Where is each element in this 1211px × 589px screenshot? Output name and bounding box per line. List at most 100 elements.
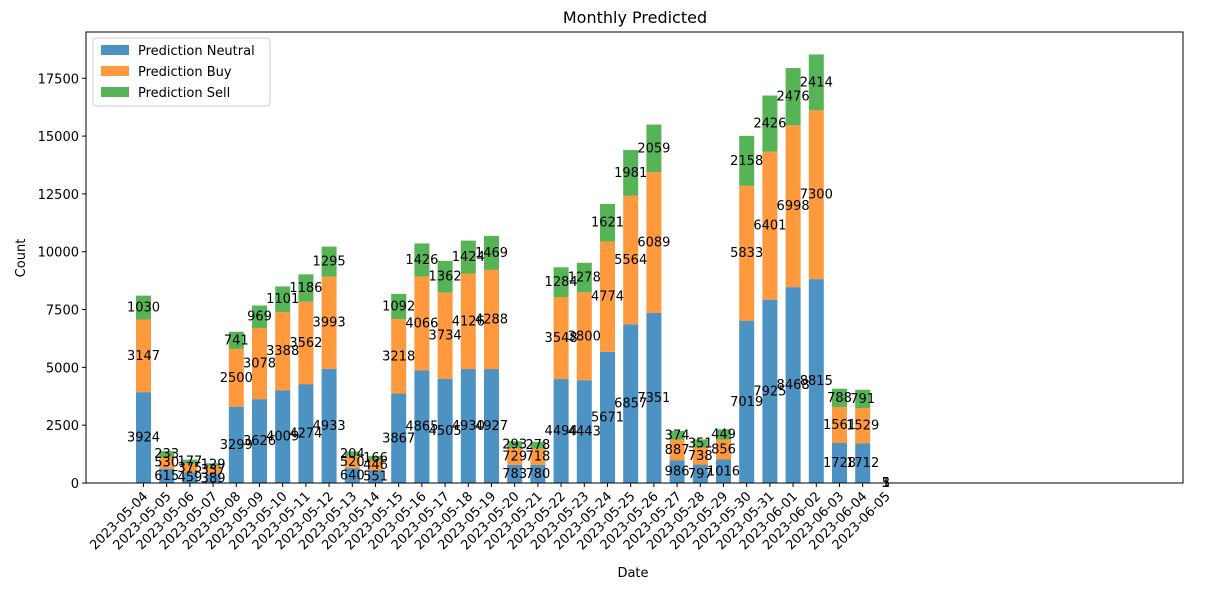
- data-label: 7925: [753, 384, 786, 399]
- data-label: 3734: [429, 329, 462, 344]
- bar-prediction-buy-2023-05-07: [205, 466, 221, 475]
- bar-prediction-sell-2023-05-06: [182, 459, 198, 464]
- bar-prediction-buy-2023-05-20: [507, 448, 523, 465]
- bar-prediction-buy-2023-05-26: [646, 172, 662, 313]
- data-label: 4443: [568, 425, 601, 440]
- bar-prediction-sell-2023-05-16: [414, 243, 430, 277]
- data-label: 3218: [382, 349, 415, 364]
- data-label: 986: [665, 465, 690, 480]
- bar-prediction-sell-2023-05-26: [646, 124, 662, 173]
- legend-swatch: [101, 45, 129, 55]
- data-label: 5833: [730, 246, 763, 261]
- bar-prediction-sell-2023-06-04: [855, 389, 871, 409]
- data-label: 551: [363, 470, 388, 485]
- bar-prediction-buy-2023-05-04: [136, 319, 151, 393]
- bar-prediction-sell-2023-05-18: [460, 240, 476, 274]
- legend-swatch: [101, 87, 129, 97]
- bar-prediction-buy-2023-05-12: [321, 276, 337, 369]
- bar-prediction-buy-2023-05-14: [368, 459, 383, 471]
- legend-label: Prediction Sell: [138, 86, 230, 101]
- legend-box: [92, 37, 271, 107]
- bar-prediction-neutral-2023-05-25: [623, 324, 639, 483]
- data-label: 729: [502, 449, 527, 464]
- y-tick-label: 0: [71, 477, 79, 492]
- bar-prediction-buy-2023-05-17: [437, 292, 453, 379]
- bar-prediction-neutral-2023-05-17: [437, 378, 453, 483]
- data-label: 4126: [452, 314, 485, 329]
- bar-prediction-neutral-2023-05-28: [692, 464, 708, 483]
- data-label: 3626: [243, 434, 276, 449]
- data-label: 797: [688, 467, 713, 482]
- data-label: 4774: [591, 290, 624, 305]
- data-label: 1981: [614, 166, 647, 181]
- bar-prediction-neutral-2023-05-09: [252, 399, 267, 483]
- bar-prediction-neutral-2023-05-11: [298, 384, 314, 483]
- y-tick-label: 2500: [46, 419, 79, 434]
- data-label: 1092: [382, 300, 415, 315]
- data-label: 791: [850, 392, 875, 407]
- bar-prediction-buy-2023-05-18: [460, 273, 476, 369]
- y-tick-label: 10000: [38, 246, 79, 261]
- bar-prediction-sell-2023-05-24: [600, 203, 615, 242]
- data-label: 1712: [846, 456, 879, 471]
- legend-label: Prediction Neutral: [138, 44, 255, 59]
- bar-prediction-buy-2023-05-13: [344, 456, 360, 469]
- data-label: 1030: [127, 301, 160, 316]
- bar-prediction-sell-2023-05-27: [669, 431, 685, 440]
- bar-prediction-neutral-2023-05-13: [344, 468, 360, 483]
- bar-prediction-sell-2023-05-22: [553, 267, 569, 298]
- bar-prediction-neutral-2023-05-08: [228, 406, 244, 483]
- bar-prediction-neutral-2023-05-05: [159, 468, 175, 483]
- bar-prediction-buy-2023-05-08: [228, 348, 244, 407]
- bar-prediction-buy-2023-05-25: [623, 195, 639, 325]
- bar-prediction-sell-2023-05-12: [321, 246, 337, 277]
- bar-prediction-neutral-2023-05-04: [136, 392, 151, 483]
- data-label: 1469: [475, 246, 508, 261]
- bar-prediction-sell-2023-05-15: [391, 293, 407, 320]
- data-label: 4505: [429, 424, 462, 439]
- data-label: 2059: [637, 141, 670, 156]
- data-label: 1284: [545, 275, 578, 290]
- data-label: 6857: [614, 397, 647, 412]
- data-label: 6998: [777, 199, 810, 214]
- bar-prediction-neutral-2023-05-16: [414, 370, 430, 483]
- data-label: 3299: [220, 438, 253, 453]
- y-axis-title: Count: [14, 239, 29, 278]
- data-label: 1561: [823, 418, 856, 433]
- bar-prediction-buy-2023-05-23: [576, 292, 592, 381]
- data-label: 337: [201, 463, 226, 478]
- bar-prediction-buy-2023-06-03: [832, 406, 847, 444]
- data-label: 7351: [637, 391, 670, 406]
- bar-prediction-neutral-2023-05-23: [576, 380, 592, 483]
- data-label: 4066: [405, 316, 438, 331]
- data-label: 374: [665, 428, 690, 443]
- data-label: 1016: [707, 464, 740, 479]
- data-label: 887: [665, 443, 690, 458]
- y-tick-label: 7500: [46, 304, 79, 319]
- bar-prediction-sell-2023-05-10: [275, 286, 291, 312]
- bar-prediction-neutral-2023-05-12: [321, 368, 337, 483]
- x-axis-title: Date: [617, 566, 648, 581]
- data-label: 4933: [313, 419, 346, 434]
- bar-prediction-neutral-2023-05-24: [600, 351, 615, 483]
- data-label: 375: [177, 461, 202, 476]
- data-label: 233: [154, 447, 179, 462]
- bar-prediction-neutral-2023-06-01: [785, 287, 801, 483]
- data-label: 449: [711, 428, 736, 443]
- data-label: 856: [711, 443, 736, 458]
- data-label: 293: [502, 438, 527, 453]
- data-label: 1426: [405, 253, 438, 268]
- bar-prediction-neutral-2023-06-04: [855, 443, 871, 483]
- data-label: 738: [688, 449, 713, 464]
- bar-prediction-buy-2023-05-24: [600, 241, 615, 352]
- bar-prediction-sell-2023-05-05: [159, 451, 175, 457]
- data-label: 3388: [266, 344, 299, 359]
- data-label: 2426: [753, 117, 786, 132]
- data-label: 741: [224, 333, 249, 348]
- data-label: 2414: [800, 75, 833, 90]
- bar-prediction-neutral-2023-05-18: [460, 368, 476, 483]
- bar-prediction-buy-2023-06-04: [855, 408, 871, 444]
- bar-prediction-buy-2023-05-06: [182, 463, 198, 473]
- bar-prediction-sell-2023-05-23: [576, 262, 592, 293]
- y-tick-label: 5000: [46, 361, 79, 376]
